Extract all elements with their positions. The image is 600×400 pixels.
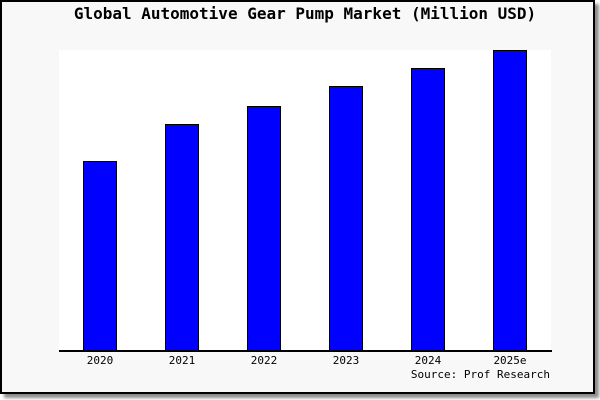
x-tick-label-2023: 2023 [332, 354, 360, 367]
plot-area [59, 50, 551, 351]
bar-2025e [493, 50, 527, 351]
x-tick-label-2024: 2024 [414, 354, 442, 367]
source-credit: Source: Prof Research [410, 368, 550, 381]
x-tick-label-2022: 2022 [250, 354, 278, 367]
chart-title: Global Automotive Gear Pump Market (Mill… [73, 4, 537, 23]
bar-2020 [83, 161, 117, 351]
bar-2024 [411, 68, 445, 351]
bar-2022 [247, 105, 281, 351]
bar-2021 [165, 123, 199, 351]
x-axis-line [59, 350, 552, 352]
x-tick-label-2025e: 2025e [493, 354, 527, 367]
x-tick-label-2020: 2020 [86, 354, 114, 367]
bar-2023 [329, 86, 363, 351]
x-tick-label-2021: 2021 [168, 354, 196, 367]
